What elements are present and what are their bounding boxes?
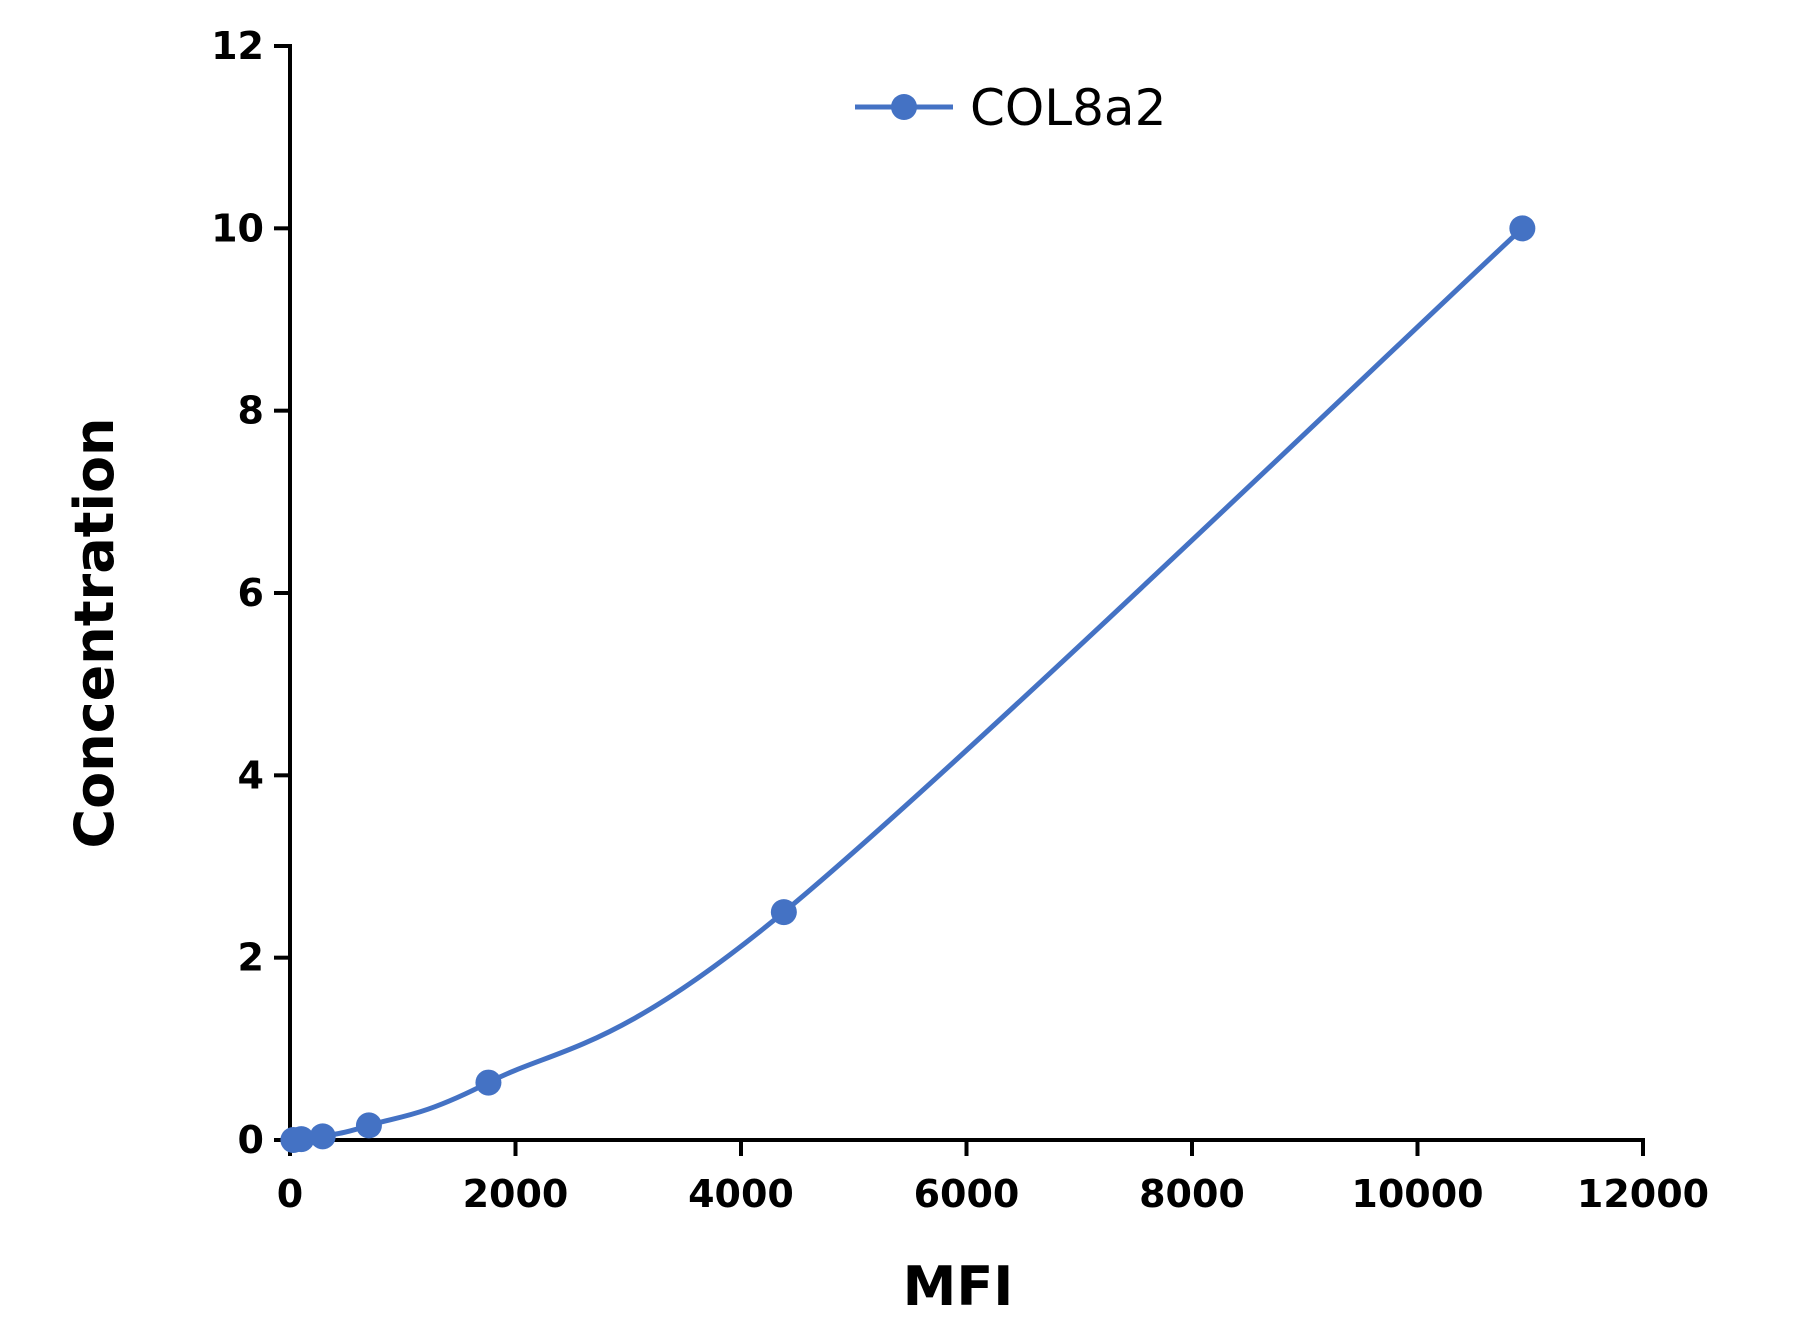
legend-label: COL8a2 <box>970 79 1166 137</box>
x-ticks: 0 2000 4000 6000 8000 10000 12000 <box>277 1140 1709 1216</box>
y-tick-label: 8 <box>238 389 264 433</box>
data-point <box>288 1126 315 1153</box>
data-point <box>309 1123 336 1150</box>
data-point <box>770 899 797 926</box>
data-point <box>355 1112 382 1139</box>
x-tick-label: 8000 <box>1139 1172 1245 1216</box>
y-tick-label: 0 <box>238 1118 264 1162</box>
data-point <box>475 1069 502 1096</box>
y-tick-label: 6 <box>238 571 264 615</box>
y-ticks: 0 2 4 6 8 10 12 <box>211 24 290 1162</box>
x-tick-label: 10000 <box>1351 1172 1483 1216</box>
y-tick-label: 10 <box>211 206 264 250</box>
series-line <box>293 226 1525 1143</box>
legend: COL8a2 <box>855 79 1166 137</box>
y-tick-label: 12 <box>211 24 264 68</box>
y-tick-label: 4 <box>238 753 264 797</box>
x-tick-label: 0 <box>277 1172 303 1216</box>
x-axis-title: MFI <box>903 1255 1014 1318</box>
x-tick-label: 12000 <box>1577 1172 1709 1216</box>
x-tick-label: 2000 <box>463 1172 569 1216</box>
axes <box>288 44 1645 1142</box>
series-layer <box>280 215 1536 1153</box>
x-tick-label: 6000 <box>914 1172 1020 1216</box>
data-point <box>1509 215 1536 242</box>
y-axis-title: Concentration <box>63 418 126 849</box>
x-tick-label: 4000 <box>688 1172 794 1216</box>
y-tick-label: 2 <box>238 936 264 980</box>
legend-marker <box>891 94 917 120</box>
